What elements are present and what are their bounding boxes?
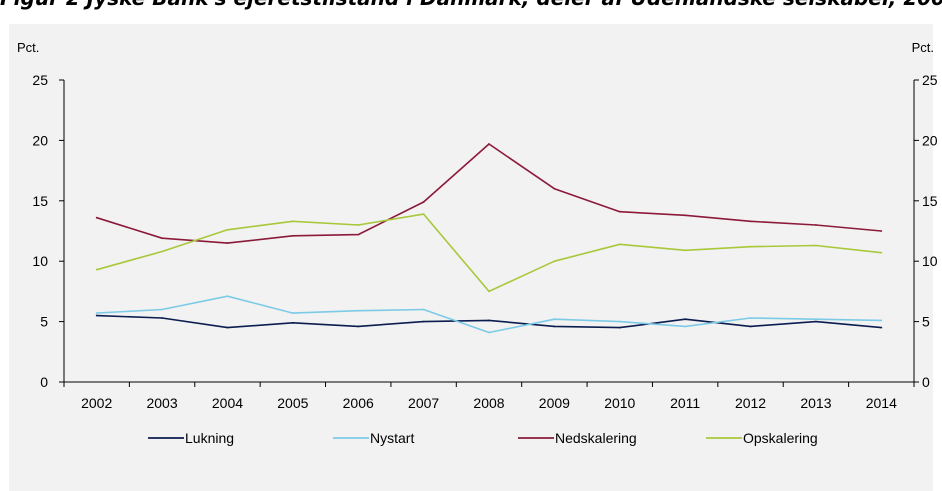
x-tick-label: 2003 [146,395,177,411]
data-point-nedskalering [618,210,621,213]
y-tick-label-right: 5 [922,314,930,330]
data-point-opskalering [815,244,817,247]
data-point-nedskalering [553,187,556,190]
y-tick-label-left: 20 [32,132,48,148]
data-point-nedskalering [95,216,98,219]
series-line-nedskalering [96,143,882,244]
data-point-lukning [684,318,687,321]
y-tick-label-left: 10 [32,253,48,269]
legend-label-lukning: Lukning [185,430,234,446]
data-point-nystart [488,331,490,334]
legend-label-nystart: Nystart [370,430,414,446]
series-line-opskalering [96,213,882,293]
data-point-nystart [618,320,621,323]
data-point-opskalering [749,245,752,248]
data-point-opskalering [161,250,163,253]
y-tick-label-left: 0 [40,374,48,390]
x-tick-label: 2007 [408,395,439,411]
data-point-nedskalering [357,233,360,236]
legend: Lukning Nystart Nedskalering Opskalering [148,430,818,446]
y-tick-label-left: 15 [32,193,48,209]
data-point-lukning [880,326,883,329]
data-point-opskalering [553,260,556,263]
y-axis-label-left: Pct. [17,40,39,55]
y-tick-label-right: 10 [922,253,938,269]
x-tick-label: 2006 [343,395,374,411]
data-point-opskalering [95,268,98,271]
y-tick-label-right: 25 [922,72,938,88]
x-tick-label: 2005 [277,395,308,411]
data-point-opskalering [357,224,360,226]
data-point-lukning [357,325,360,328]
x-tick-label: 2004 [212,395,243,411]
data-point-nedskalering [291,234,294,237]
data-point-nedskalering [815,224,817,226]
legend-label-opskalering: Opskalering [743,430,818,446]
data-point-nystart [684,325,687,328]
data-point-nedskalering [749,220,752,223]
data-point-lukning [618,326,621,329]
x-tick-label: 2014 [866,395,897,411]
y-tick-label-right: 0 [922,374,930,390]
x-tick-label: 2012 [735,395,766,411]
data-point-nedskalering [684,214,687,217]
data-point-nystart [95,312,98,315]
data-point-opskalering [291,220,294,223]
data-point-opskalering [488,290,490,293]
data-point-opskalering [880,251,883,254]
data-point-nystart [815,318,817,321]
data-point-lukning [553,325,556,328]
data-point-nystart [880,319,883,322]
series-line-lukning [96,314,882,329]
data-point-nystart [357,309,360,312]
data-point-nedskalering [161,237,163,240]
x-tick-label: 2013 [800,395,831,411]
x-tick-label: 2002 [81,395,112,411]
data-point-nystart [422,308,425,311]
figure-title-fragment: Figur 2 Jyske Bank's ejeretstilstand i D… [0,0,942,10]
y-tick-label-right: 20 [922,132,938,148]
series-lines [95,143,883,334]
data-point-opskalering [422,213,425,215]
x-tick-label: 2008 [473,395,504,411]
x-tick-label: 2009 [539,395,570,411]
data-point-lukning [226,326,229,329]
axes: Pct. Pct. 0 0 5 5 10 10 15 15 20 20 25 25 2002 2003 2004… [17,40,938,411]
data-point-nedskalering [226,242,229,244]
data-point-opskalering [684,249,687,252]
data-point-lukning [95,314,98,317]
y-tick-label-right: 15 [922,193,938,209]
y-tick-label-left: 25 [32,72,48,88]
data-point-lukning [749,325,752,328]
data-point-lukning [422,320,425,323]
data-point-nedskalering [880,230,883,232]
data-point-opskalering [618,243,621,246]
data-point-lukning [291,321,294,324]
data-point-nystart [749,317,752,319]
data-point-nedskalering [422,201,425,203]
legend-label-nedskalering: Nedskalering [555,430,637,446]
y-tick-label-left: 5 [40,314,48,330]
data-point-opskalering [226,228,229,231]
data-point-lukning [488,319,490,322]
data-point-nedskalering [488,143,490,145]
data-point-nystart [161,308,163,311]
data-point-nystart [553,318,556,321]
chart-panel [9,24,933,491]
series-line-nystart [96,295,882,334]
data-point-nystart [291,312,294,315]
y-axis-label-right: Pct. [912,40,934,55]
data-point-nystart [226,295,229,298]
x-tick-label: 2011 [670,395,700,411]
data-point-lukning [815,320,817,323]
x-tick-label: 2010 [604,395,635,411]
data-point-lukning [161,317,163,319]
